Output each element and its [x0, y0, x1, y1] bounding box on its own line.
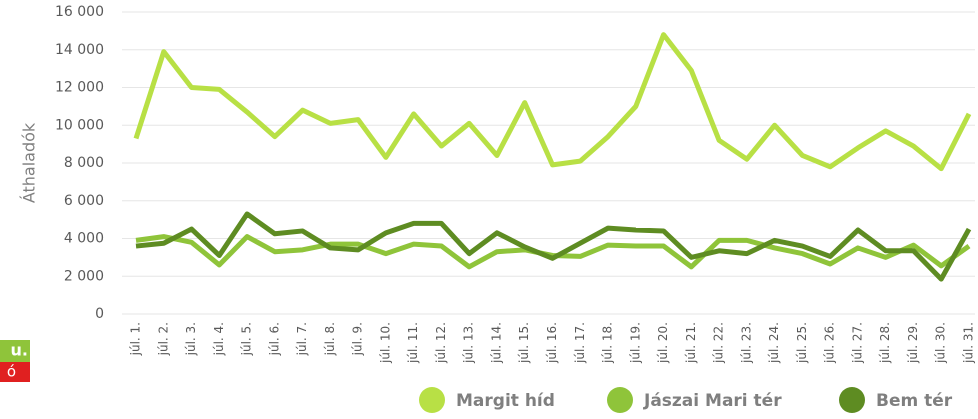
x-tick-label: júl. 13.: [462, 322, 476, 364]
series-line: [133, 32, 972, 172]
x-tick-label: júl. 31.: [962, 322, 976, 364]
x-tick-label: júl. 6.: [267, 322, 281, 356]
x-tick-label: júl. 20.: [656, 322, 670, 364]
x-tick-label: júl. 25.: [795, 322, 809, 364]
y-tick-label: 2 000: [64, 268, 104, 284]
x-tick-label: júl. 30.: [934, 322, 948, 364]
x-tick-label: júl. 17.: [573, 322, 587, 364]
x-tick-label: júl. 14.: [489, 322, 503, 364]
x-tick-label: júl. 27.: [850, 322, 864, 364]
x-tick-label: júl. 8.: [323, 322, 337, 356]
legend-marker: [839, 387, 865, 413]
x-tick-label: júl. 12.: [434, 322, 448, 364]
x-tick-label: júl. 18.: [601, 322, 615, 364]
series-line: [135, 211, 972, 282]
x-tick-label: júl. 28.: [878, 322, 892, 364]
y-tick-label: 4 000: [64, 231, 104, 247]
y-tick-label: 6 000: [64, 193, 104, 209]
side-tag-bg: [0, 340, 30, 362]
x-tick-label: júl. 10.: [378, 322, 392, 364]
legend-label: Bem tér: [876, 391, 953, 411]
y-tick-label: 14 000: [55, 42, 104, 58]
x-tick-label: júl. 11.: [406, 322, 420, 364]
x-tick-label: júl. 3.: [184, 322, 198, 356]
x-tick-label: júl. 29.: [906, 322, 920, 364]
x-tick-label: júl. 9.: [351, 322, 365, 356]
x-tick-label: júl. 21.: [684, 322, 698, 364]
legend-label: Jászai Mari tér: [643, 391, 782, 411]
x-tick-label: júl. 15.: [517, 322, 531, 364]
x-tick-label: júl. 5.: [240, 322, 254, 356]
side-label: u.: [11, 341, 28, 360]
y-tick-label: 16 000: [55, 4, 104, 20]
x-tick-label: júl. 1.: [129, 322, 143, 356]
x-tick-label: júl. 23.: [739, 322, 753, 364]
x-tick-label: júl. 16.: [545, 322, 559, 364]
side-tag-bg: [0, 362, 30, 382]
x-tick-label: júl. 7.: [295, 322, 309, 356]
legend-marker: [607, 387, 633, 413]
y-tick-label: 0: [95, 306, 104, 322]
legend-marker: [419, 387, 445, 413]
y-tick-label: 12 000: [55, 80, 104, 96]
x-tick-label: júl. 2.: [156, 322, 170, 356]
x-tick-label: júl. 4.: [212, 322, 226, 356]
x-tick-label: júl. 26.: [823, 322, 837, 364]
x-tick-label: júl. 19.: [628, 322, 642, 364]
y-tick-label: 8 000: [64, 155, 104, 171]
y-tick-label: 10 000: [55, 117, 104, 133]
x-tick-label: júl. 22.: [712, 322, 726, 364]
y-axis-label: Áthaladók: [20, 122, 39, 203]
side-label: ó: [7, 363, 16, 381]
x-tick-label: júl. 24.: [767, 322, 781, 364]
legend-label: Margit híd: [456, 391, 555, 411]
